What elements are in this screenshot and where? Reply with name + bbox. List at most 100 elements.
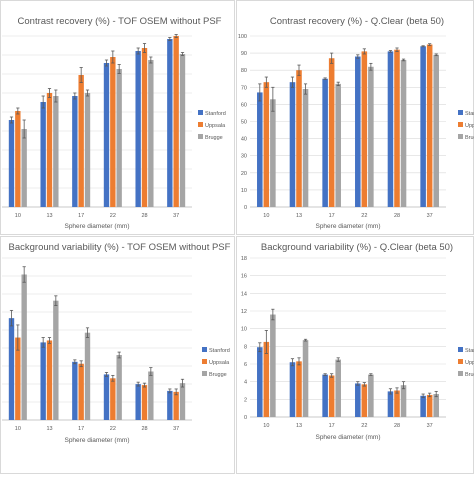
bar-uppsala bbox=[328, 58, 335, 208]
x-axis-title: Sphere diameter (mm) bbox=[315, 223, 380, 230]
bar-uppsala bbox=[426, 44, 433, 207]
bar-stanford bbox=[167, 39, 173, 207]
bar-stanford bbox=[167, 390, 173, 420]
y-tick-label: 10 bbox=[241, 188, 247, 194]
bar-uppsala bbox=[426, 394, 433, 417]
bar-brugge bbox=[21, 129, 27, 207]
bar-stanford bbox=[72, 361, 78, 420]
legend-label-uppsala: Uppsala bbox=[465, 123, 474, 129]
bar-stanford bbox=[257, 347, 263, 417]
bar-stanford bbox=[420, 395, 426, 417]
x-tick-label: 22 bbox=[110, 213, 116, 219]
bar-stanford bbox=[103, 63, 110, 207]
bar-brugge bbox=[53, 96, 59, 207]
legend-swatch-brugge bbox=[458, 371, 463, 376]
legend-label-uppsala: Uppsala bbox=[465, 360, 474, 366]
legend-swatch-stanford bbox=[458, 347, 463, 352]
x-tick-label: 13 bbox=[296, 213, 302, 219]
bar-stanford bbox=[72, 96, 78, 207]
y-tick-label: 90 bbox=[241, 51, 247, 57]
bar-brugge bbox=[84, 332, 91, 420]
bar-uppsala bbox=[110, 378, 116, 420]
bar-brugge bbox=[116, 69, 122, 207]
y-tick-label: 18 bbox=[241, 256, 247, 262]
y-tick-label: 8 bbox=[244, 344, 247, 350]
bar-stanford bbox=[387, 391, 394, 417]
x-tick-label: 37 bbox=[173, 213, 179, 219]
bar-brugge bbox=[270, 314, 276, 417]
legend-label-uppsala: Uppsala bbox=[205, 123, 226, 129]
x-tick-label: 13 bbox=[296, 423, 302, 429]
bar-uppsala bbox=[394, 390, 400, 417]
bar-uppsala bbox=[78, 363, 84, 420]
bar-brugge bbox=[335, 83, 341, 207]
bar-brugge bbox=[368, 374, 374, 417]
bar-stanford bbox=[257, 92, 263, 207]
bar-brugge bbox=[84, 93, 91, 207]
bar-stanford bbox=[420, 46, 426, 208]
legend-label-stanford: Stanford bbox=[465, 348, 474, 354]
bar-brugge bbox=[368, 66, 374, 207]
chart-title: Contrast recovery (%) - TOF OSEM without… bbox=[18, 16, 222, 27]
legend-label-uppsala: Uppsala bbox=[209, 360, 230, 366]
bar-stanford bbox=[387, 51, 394, 207]
y-tick-label: 20 bbox=[241, 171, 247, 177]
chart-title: Background variability (%) - TOF OSEM wi… bbox=[9, 242, 231, 253]
panel-background-variability-qclear: Background variability (%) - Q.Clear (be… bbox=[236, 236, 474, 474]
panel-contrast-recovery-osem: Contrast recovery (%) - TOF OSEM without… bbox=[0, 0, 235, 235]
legend-swatch-brugge bbox=[202, 371, 207, 376]
chart-svg: Background variability (%) - TOF OSEM wi… bbox=[0, 236, 235, 474]
chart-svg: Contrast recovery (%) - TOF OSEM without… bbox=[0, 0, 235, 235]
bar-uppsala bbox=[141, 385, 148, 420]
bar-uppsala bbox=[15, 111, 21, 207]
legend-swatch-uppsala bbox=[458, 359, 463, 364]
chart-title: Background variability (%) - Q.Clear (be… bbox=[261, 242, 453, 253]
x-axis-title: Sphere diameter (mm) bbox=[64, 223, 129, 230]
x-tick-label: 37 bbox=[427, 213, 433, 219]
y-tick-label: 40 bbox=[241, 137, 247, 143]
x-tick-label: 22 bbox=[110, 426, 116, 432]
bar-brugge bbox=[179, 383, 186, 420]
bar-stanford bbox=[322, 374, 328, 417]
x-tick-label: 37 bbox=[427, 423, 433, 429]
legend-swatch-uppsala bbox=[458, 122, 463, 127]
legend-label-brugge: Brugge bbox=[209, 372, 227, 378]
y-tick-label: 0 bbox=[244, 415, 247, 421]
bar-uppsala bbox=[263, 341, 270, 417]
legend-swatch-uppsala bbox=[198, 122, 203, 127]
x-tick-label: 17 bbox=[329, 423, 335, 429]
y-tick-label: 0 bbox=[244, 205, 247, 211]
legend-swatch-brugge bbox=[198, 134, 203, 139]
bar-uppsala bbox=[263, 82, 270, 207]
x-tick-label: 13 bbox=[46, 213, 52, 219]
bar-stanford bbox=[289, 82, 296, 207]
bar-uppsala bbox=[361, 51, 368, 207]
x-tick-label: 37 bbox=[173, 426, 179, 432]
y-tick-label: 6 bbox=[244, 362, 247, 368]
x-tick-label: 13 bbox=[46, 426, 52, 432]
bar-brugge bbox=[148, 371, 154, 420]
y-tick-label: 100 bbox=[238, 34, 247, 40]
legend-label-brugge: Brugge bbox=[465, 372, 474, 378]
bar-uppsala bbox=[15, 337, 21, 420]
legend-swatch-uppsala bbox=[202, 359, 207, 364]
chart-title: Contrast recovery (%) - Q.Clear (beta 50… bbox=[270, 16, 444, 27]
bar-uppsala bbox=[394, 49, 400, 208]
bar-brugge bbox=[21, 274, 27, 420]
bar-uppsala bbox=[296, 70, 302, 207]
legend-swatch-stanford bbox=[458, 110, 463, 115]
bar-uppsala bbox=[361, 384, 368, 417]
x-tick-label: 17 bbox=[78, 426, 84, 432]
y-tick-label: 50 bbox=[241, 120, 247, 126]
y-tick-label: 2 bbox=[244, 397, 247, 403]
chart-border bbox=[0, 0, 235, 235]
bar-brugge bbox=[116, 355, 122, 420]
bar-stanford bbox=[135, 384, 141, 420]
y-tick-label: 30 bbox=[241, 154, 247, 160]
x-axis-title: Sphere diameter (mm) bbox=[64, 437, 129, 444]
bar-stanford bbox=[40, 102, 46, 207]
bar-stanford bbox=[355, 56, 361, 207]
bar-brugge bbox=[335, 359, 341, 417]
bar-stanford bbox=[40, 342, 46, 420]
